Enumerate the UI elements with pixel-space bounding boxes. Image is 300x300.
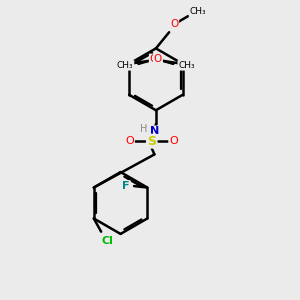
Text: O: O xyxy=(125,136,134,146)
Text: S: S xyxy=(147,135,156,148)
Text: O: O xyxy=(150,55,158,64)
Text: O: O xyxy=(154,55,162,64)
Text: CH₃: CH₃ xyxy=(189,7,206,16)
Text: F: F xyxy=(122,181,130,191)
Text: Cl: Cl xyxy=(101,236,113,245)
Text: O: O xyxy=(169,136,178,146)
Text: CH₃: CH₃ xyxy=(117,61,134,70)
Text: O: O xyxy=(170,19,178,29)
Text: CH₃: CH₃ xyxy=(178,61,195,70)
Text: N: N xyxy=(150,126,159,136)
Text: H: H xyxy=(140,124,147,134)
